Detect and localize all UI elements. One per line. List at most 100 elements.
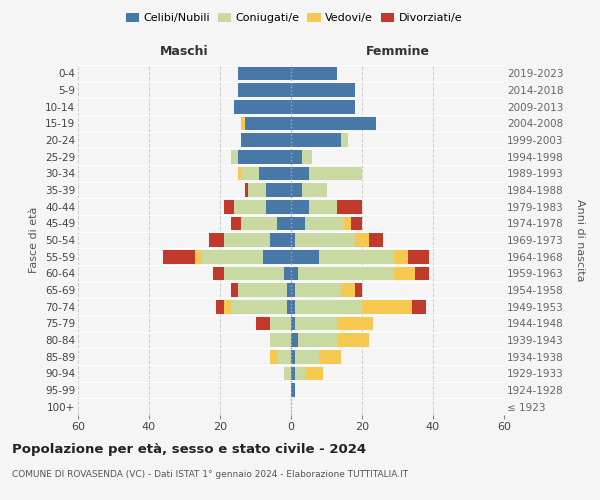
Bar: [266, 183, 291, 197]
Bar: [241, 216, 277, 230]
Bar: [234, 200, 266, 213]
Bar: [277, 216, 291, 230]
Bar: [337, 333, 369, 347]
Text: Popolazione per età, sesso e stato civile - 2024: Popolazione per età, sesso e stato civil…: [12, 442, 366, 456]
Bar: [291, 233, 295, 247]
Bar: [230, 216, 241, 230]
Bar: [202, 250, 263, 264]
Bar: [415, 266, 430, 280]
Bar: [245, 183, 248, 197]
Bar: [287, 283, 291, 297]
Bar: [319, 350, 341, 364]
Bar: [291, 183, 302, 197]
Bar: [217, 300, 224, 314]
Bar: [238, 283, 287, 297]
Bar: [295, 233, 355, 247]
Bar: [341, 133, 348, 147]
Bar: [291, 133, 341, 147]
Bar: [291, 150, 302, 164]
Bar: [256, 316, 270, 330]
Bar: [224, 300, 230, 314]
Bar: [270, 316, 291, 330]
Bar: [291, 283, 295, 297]
Bar: [263, 250, 291, 264]
Text: COMUNE DI ROVASENDA (VC) - Dati ISTAT 1° gennaio 2024 - Elaborazione TUTTITALIA.: COMUNE DI ROVASENDA (VC) - Dati ISTAT 1°…: [12, 470, 408, 479]
Bar: [295, 300, 362, 314]
Text: Maschi: Maschi: [160, 46, 209, 59]
Bar: [295, 350, 319, 364]
Bar: [302, 183, 326, 197]
Bar: [291, 200, 309, 213]
Bar: [259, 166, 291, 180]
Bar: [230, 150, 238, 164]
Bar: [287, 300, 291, 314]
Bar: [355, 233, 369, 247]
Bar: [344, 216, 352, 230]
Bar: [163, 250, 195, 264]
Bar: [291, 116, 376, 130]
Bar: [309, 166, 362, 180]
Bar: [337, 316, 373, 330]
Bar: [230, 300, 287, 314]
Bar: [291, 100, 355, 114]
Bar: [295, 366, 305, 380]
Bar: [241, 116, 245, 130]
Bar: [362, 300, 412, 314]
Bar: [394, 266, 415, 280]
Bar: [209, 233, 224, 247]
Bar: [355, 283, 362, 297]
Bar: [241, 133, 291, 147]
Bar: [305, 216, 344, 230]
Bar: [291, 383, 295, 397]
Bar: [298, 266, 394, 280]
Y-axis label: Anni di nascita: Anni di nascita: [575, 198, 584, 281]
Bar: [230, 283, 238, 297]
Bar: [408, 250, 430, 264]
Bar: [291, 83, 355, 97]
Bar: [291, 250, 319, 264]
Bar: [270, 233, 291, 247]
Bar: [309, 200, 337, 213]
Bar: [195, 250, 202, 264]
Bar: [337, 200, 362, 213]
Bar: [238, 83, 291, 97]
Bar: [224, 233, 270, 247]
Bar: [266, 200, 291, 213]
Legend: Celibi/Nubili, Coniugati/e, Vedovi/e, Divorziati/e: Celibi/Nubili, Coniugati/e, Vedovi/e, Di…: [121, 8, 467, 28]
Bar: [213, 266, 224, 280]
Bar: [341, 283, 355, 297]
Bar: [284, 266, 291, 280]
Bar: [295, 316, 337, 330]
Bar: [234, 100, 291, 114]
Bar: [352, 216, 362, 230]
Bar: [291, 166, 309, 180]
Bar: [241, 166, 259, 180]
Bar: [238, 66, 291, 80]
Bar: [291, 333, 298, 347]
Bar: [369, 233, 383, 247]
Bar: [291, 350, 295, 364]
Text: Femmine: Femmine: [365, 46, 430, 59]
Bar: [291, 66, 337, 80]
Bar: [238, 166, 241, 180]
Bar: [302, 150, 312, 164]
Bar: [245, 116, 291, 130]
Bar: [248, 183, 266, 197]
Bar: [298, 333, 337, 347]
Bar: [291, 300, 295, 314]
Bar: [291, 216, 305, 230]
Bar: [224, 200, 234, 213]
Bar: [305, 366, 323, 380]
Bar: [238, 150, 291, 164]
Bar: [295, 283, 341, 297]
Bar: [284, 366, 291, 380]
Bar: [270, 333, 291, 347]
Bar: [412, 300, 426, 314]
Bar: [291, 366, 295, 380]
Bar: [270, 350, 277, 364]
Bar: [319, 250, 394, 264]
Y-axis label: Fasce di età: Fasce di età: [29, 207, 40, 273]
Bar: [277, 350, 291, 364]
Bar: [224, 266, 284, 280]
Bar: [394, 250, 408, 264]
